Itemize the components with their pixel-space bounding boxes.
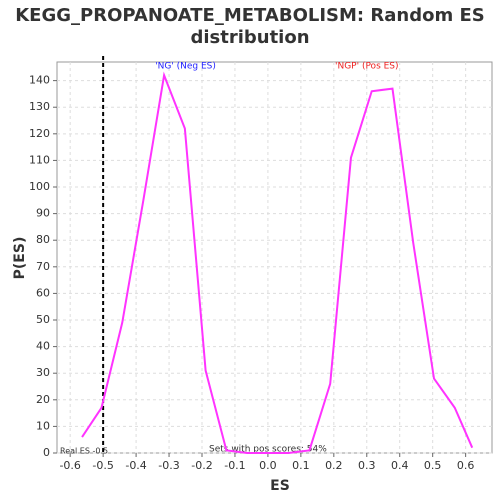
y-tick-label: 70 (36, 260, 50, 273)
x-tick-label: 0.6 (457, 459, 475, 472)
annotation: 'NG' (Neg ES) (155, 62, 216, 72)
y-tick-label: 60 (36, 286, 50, 299)
plot-area (56, 61, 493, 454)
annotation: Real ES -0.5 (60, 447, 108, 456)
y-tick-label: 10 (36, 419, 50, 432)
x-tick-label: -0.4 (125, 459, 146, 472)
x-tick-label: -0.3 (158, 459, 179, 472)
data-line (81, 71, 474, 454)
y-tick-label: 20 (36, 393, 50, 406)
y-tick-label: 80 (36, 233, 50, 246)
y-tick-label: 30 (36, 366, 50, 379)
x-tick-label: -0.6 (59, 459, 80, 472)
x-tick-label: -0.5 (92, 459, 113, 472)
annotation: Sets with pos scores: 54% (209, 445, 327, 455)
annotation: 'NGP' (Pos ES) (335, 62, 399, 72)
y-tick-label: 40 (36, 340, 50, 353)
x-axis-label: ES (270, 478, 290, 494)
x-tick-label: 0.1 (292, 459, 310, 472)
x-tick-label: -0.2 (191, 459, 212, 472)
x-tick-label: 0.3 (358, 459, 376, 472)
x-tick-label: 0.5 (424, 459, 442, 472)
y-axis-label: P(ES) (12, 237, 28, 280)
x-tick-label: 0.4 (391, 459, 409, 472)
x-tick-label: 0.2 (325, 459, 343, 472)
y-tick-label: 90 (36, 207, 50, 220)
y-tick-label: 100 (29, 180, 50, 193)
y-tick-label: 130 (29, 100, 50, 113)
x-tick-label: 0.0 (259, 459, 277, 472)
y-tick-label: 110 (29, 153, 50, 166)
y-tick-label: 0 (43, 446, 50, 459)
chart-title: KEGG_PROPANOATE_METABOLISM: Random ES dis… (15, 5, 485, 48)
y-tick-label: 140 (29, 74, 50, 87)
x-tick-label: -0.1 (224, 459, 245, 472)
y-tick-label: 120 (29, 127, 50, 140)
y-tick-label: 50 (36, 313, 50, 326)
